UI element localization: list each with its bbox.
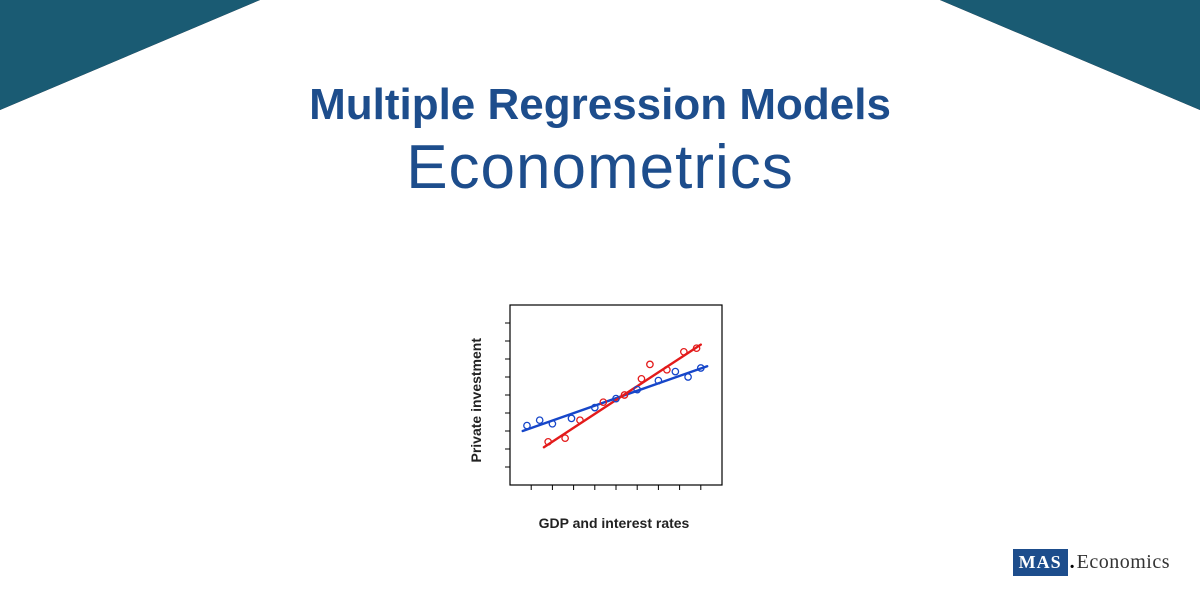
logo-dot: . xyxy=(1070,551,1075,574)
brand-logo: MAS . Economics xyxy=(1013,549,1170,576)
chart-ylabel: Private investment xyxy=(468,338,484,463)
logo-text: Economics xyxy=(1077,551,1170,574)
title-block: Multiple Regression Models Econometrics xyxy=(150,80,1050,203)
title-line-2: Econometrics xyxy=(150,132,1050,203)
chart-canvas xyxy=(492,295,732,505)
chart-xlabel: GDP and interest rates xyxy=(539,515,690,531)
regression-chart: Private investment GDP and interest rate… xyxy=(468,295,732,531)
title-line-1: Multiple Regression Models xyxy=(150,80,1050,130)
logo-box: MAS xyxy=(1013,549,1068,576)
